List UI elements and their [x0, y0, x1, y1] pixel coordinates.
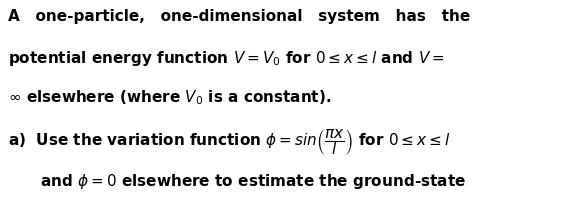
Text: and $\phi = 0$ elsewhere to estimate the ground-state: and $\phi = 0$ elsewhere to estimate the… [40, 171, 466, 190]
Text: $\infty$ elsewhere (where $V_0$ is a constant).: $\infty$ elsewhere (where $V_0$ is a con… [8, 88, 331, 106]
Text: A   one-particle,   one-dimensional   system   has   the: A one-particle, one-dimensional system h… [8, 9, 470, 24]
Text: potential energy function $V = V_0$ for $0 \leq x \leq l$ and $V =$: potential energy function $V = V_0$ for … [8, 48, 444, 67]
Text: a)  Use the variation function $\phi = sin\left(\dfrac{\pi x}{l}\right)$ for $0 : a) Use the variation function $\phi = si… [8, 126, 450, 156]
